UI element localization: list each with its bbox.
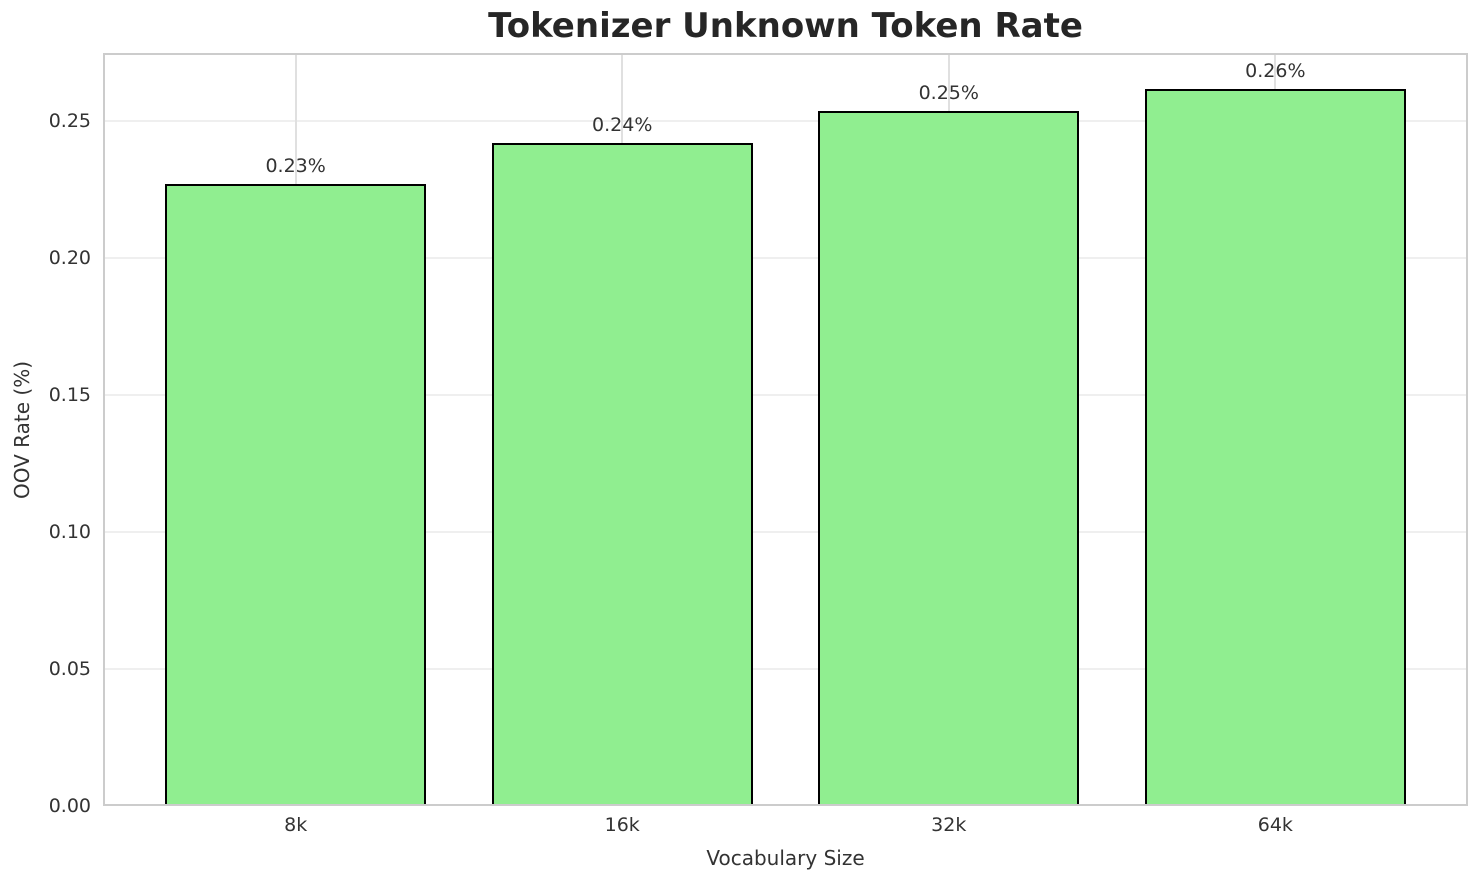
bar-value-label: 0.26% [1245, 59, 1306, 82]
x-tick-label: 64k [1257, 814, 1293, 836]
y-tick-label: 0.10 [48, 521, 91, 544]
bar-value-label: 0.24% [592, 114, 653, 137]
gridline-horizontal [103, 120, 1468, 123]
gridline-horizontal [103, 257, 1468, 260]
y-tick-label: 0.00 [48, 795, 91, 817]
axis-spine-bottom [103, 804, 1468, 806]
plot-area: 0.23% 0.24% 0.25% 0.26% [103, 53, 1468, 806]
y-tick-label: 0.05 [48, 658, 91, 681]
gridline-horizontal [103, 394, 1468, 397]
y-tick-label: 0.25 [48, 110, 91, 133]
y-tick-label: 0.20 [48, 247, 91, 270]
bar-value-labels-layer: 0.23% 0.24% 0.25% 0.26% [103, 53, 1468, 806]
y-axis-label: OOV Rate (%) [10, 361, 34, 499]
bars-layer [103, 53, 1468, 806]
axis-spine-right [1466, 53, 1468, 806]
bar-value-label: 0.23% [265, 155, 326, 178]
x-tick-label: 8k [284, 814, 308, 836]
x-tick-label: 32k [931, 814, 967, 836]
x-tick-label: 16k [604, 814, 640, 836]
chart-title: Tokenizer Unknown Token Rate [488, 6, 1083, 46]
bar-8k [165, 184, 427, 806]
y-tick-label: 0.15 [48, 384, 91, 407]
axis-spine-left [103, 53, 105, 806]
gridline-horizontal [103, 668, 1468, 671]
x-axis-label: Vocabulary Size [706, 846, 865, 870]
bar-32k [818, 110, 1080, 806]
bar-16k [491, 143, 753, 806]
gridline-horizontal [103, 531, 1468, 534]
bar-64k [1144, 88, 1406, 806]
axis-spine-top [103, 53, 1468, 55]
bar-value-label: 0.25% [918, 81, 979, 104]
